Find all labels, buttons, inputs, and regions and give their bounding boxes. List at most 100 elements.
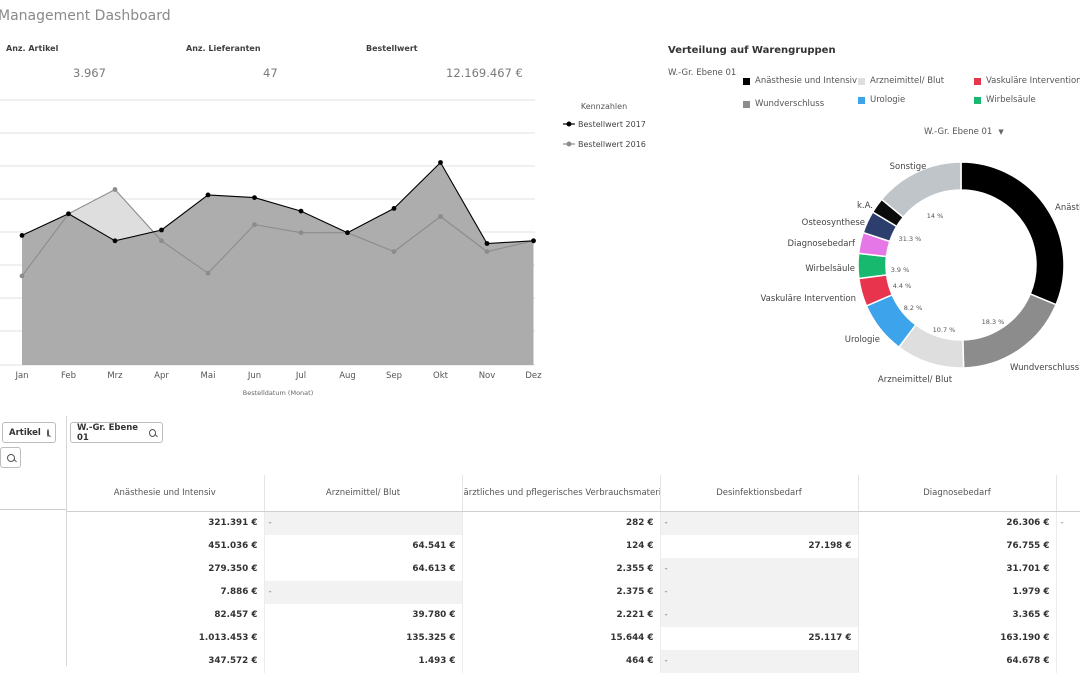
- data-point[interactable]: [205, 192, 211, 198]
- slice-percent: 3.9 %: [891, 266, 910, 274]
- slice-label: Anästhesie und Intensiv: [1055, 203, 1080, 213]
- line-bestellwert-2017: [21, 161, 534, 245]
- category-donut-chart[interactable]: Anästhesie und Intensiv 31.3 % Wundverschl…: [755, 150, 1080, 395]
- data-point[interactable]: [159, 227, 164, 233]
- table-cell[interactable]: [1056, 557, 1080, 581]
- data-point[interactable]: [298, 208, 304, 214]
- table-cell[interactable]: 347.572 €: [66, 649, 265, 673]
- legend-label: Wirbelsäule: [986, 95, 1036, 105]
- pie-slice[interactable]: [962, 292, 1058, 369]
- pie-dimension-dropdown[interactable]: W.-Gr. Ebene 01 ▼: [924, 127, 1004, 137]
- data-point[interactable]: [345, 230, 350, 236]
- legend-item-2016[interactable]: Bestellwert 2016: [563, 140, 646, 149]
- data-point[interactable]: [438, 214, 443, 219]
- legend-item-2017[interactable]: Bestellwert 2017: [563, 120, 646, 129]
- table-cell[interactable]: -: [660, 511, 859, 535]
- monthly-order-value-chart[interactable]: Jan Feb Mrz Apr Mai Jun Jul Aug Sep Okt Nov Dez Bes…: [0, 95, 655, 405]
- table-cell[interactable]: 464 €: [462, 649, 661, 673]
- data-point[interactable]: [159, 238, 164, 244]
- table-cell[interactable]: 451.036 €: [66, 534, 265, 558]
- artikel-filter-button[interactable]: Artikel: [2, 422, 56, 443]
- table-cell[interactable]: -: [660, 557, 859, 581]
- table-cell[interactable]: 135.325 €: [264, 626, 463, 650]
- table-cell[interactable]: -: [660, 580, 859, 604]
- data-point[interactable]: [438, 160, 443, 165]
- pie-legend-item-anaesthesie[interactable]: Anästhesie und Intensiv: [743, 76, 857, 86]
- table-cell[interactable]: 64.678 €: [858, 649, 1057, 673]
- data-point[interactable]: [19, 233, 25, 238]
- data-point[interactable]: [484, 249, 490, 255]
- pie-legend-item-vaskulaer[interactable]: Vaskuläre Intervention: [974, 76, 1080, 86]
- table-cell[interactable]: 3.365 €: [858, 603, 1057, 627]
- data-point[interactable]: [531, 238, 536, 244]
- table-cell[interactable]: 321.391 €: [66, 511, 265, 535]
- data-point[interactable]: [205, 270, 211, 276]
- data-point[interactable]: [66, 211, 71, 217]
- data-point[interactable]: [112, 187, 118, 192]
- table-cell[interactable]: [1056, 580, 1080, 604]
- data-point[interactable]: [484, 241, 490, 246]
- table-cell[interactable]: -: [1056, 511, 1080, 535]
- column-header[interactable]: Anästhesie und Intensiv: [66, 475, 265, 512]
- pie-slice[interactable]: [857, 252, 888, 280]
- data-point[interactable]: [252, 195, 257, 200]
- data-point[interactable]: [298, 230, 304, 236]
- pivot-table: Anästhesie und Intensiv Arzneimittel/ Bl…: [66, 475, 1080, 673]
- column-header[interactable]: ärztliches und pflegerisches Verbrauchsm…: [462, 475, 661, 512]
- slice-label: Arzneimittel/ Blut: [878, 375, 953, 385]
- pie-legend-item-wundverschluss[interactable]: Wundverschluss: [743, 99, 824, 109]
- pie-legend-item-wirbelsaeule[interactable]: Wirbelsäule: [974, 95, 1036, 105]
- table-cell[interactable]: 76.755 €: [858, 534, 1057, 558]
- pie-slice[interactable]: [880, 161, 962, 219]
- table-cell[interactable]: 2.221 €: [462, 603, 661, 627]
- table-cell[interactable]: 64.613 €: [264, 557, 463, 581]
- table-cell[interactable]: [1056, 534, 1080, 558]
- data-point[interactable]: [112, 238, 118, 244]
- table-cell[interactable]: 64.541 €: [264, 534, 463, 558]
- pie-slice[interactable]: [960, 161, 1065, 306]
- table-cell[interactable]: 82.457 €: [66, 603, 265, 627]
- column-header[interactable]: Arzneimittel/ Blut: [264, 475, 463, 512]
- x-tick-label: Nov: [479, 371, 496, 381]
- data-point[interactable]: [391, 206, 397, 211]
- x-tick-label: Okt: [433, 371, 449, 381]
- table-cell[interactable]: 1.493 €: [264, 649, 463, 673]
- table-cell[interactable]: -: [660, 649, 859, 673]
- data-point[interactable]: [19, 273, 25, 279]
- table-body: 321.391 € -282 € -26.306 € -451.036 €64.541…: [66, 511, 1080, 673]
- table-cell[interactable]: 282 €: [462, 511, 661, 535]
- pie-labels: Anästhesie und Intensiv 31.3 % Wundverschl…: [760, 162, 1080, 385]
- table-cell[interactable]: 279.350 €: [66, 557, 265, 581]
- table-cell[interactable]: [1056, 626, 1080, 650]
- slice-percent: 4.4 %: [893, 282, 912, 290]
- slice-percent: 14 %: [927, 212, 944, 220]
- table-cell[interactable]: -: [264, 580, 463, 604]
- table-cell[interactable]: [1056, 649, 1080, 673]
- table-cell[interactable]: 163.190 €: [858, 626, 1057, 650]
- table-cell[interactable]: 2.375 €: [462, 580, 661, 604]
- wgr-filter-button[interactable]: W.-Gr. Ebene 01: [70, 422, 163, 443]
- table-cell[interactable]: 1.013.453 €: [66, 626, 265, 650]
- table-cell[interactable]: 31.701 €: [858, 557, 1057, 581]
- table-cell[interactable]: [1056, 603, 1080, 627]
- column-header[interactable]: Diagnosebedarf: [858, 475, 1057, 512]
- row-search-button[interactable]: [0, 447, 21, 468]
- table-cell[interactable]: 15.644 €: [462, 626, 661, 650]
- data-point[interactable]: [252, 222, 257, 227]
- table-cell[interactable]: 124 €: [462, 534, 661, 558]
- pie-legend-item-arzneimittel[interactable]: Arzneimittel/ Blut: [858, 76, 944, 86]
- table-cell[interactable]: 27.198 €: [660, 534, 859, 558]
- table-cell[interactable]: 7.886 €: [66, 580, 265, 604]
- table-cell[interactable]: 25.117 €: [660, 626, 859, 650]
- button-label: Artikel: [9, 427, 41, 438]
- data-point[interactable]: [391, 249, 397, 255]
- table-cell[interactable]: 26.306 €: [858, 511, 1057, 535]
- table-cell[interactable]: 39.780 €: [264, 603, 463, 627]
- table-cell[interactable]: 1.979 €: [858, 580, 1057, 604]
- pie-legend-item-urologie[interactable]: Urologie: [858, 95, 905, 105]
- table-cell[interactable]: 2.355 €: [462, 557, 661, 581]
- table-cell[interactable]: -: [660, 603, 859, 627]
- table-cell[interactable]: -: [264, 511, 463, 535]
- x-tick-label: Jan: [14, 371, 28, 381]
- column-header[interactable]: Desinfektionsbedarf: [660, 475, 859, 512]
